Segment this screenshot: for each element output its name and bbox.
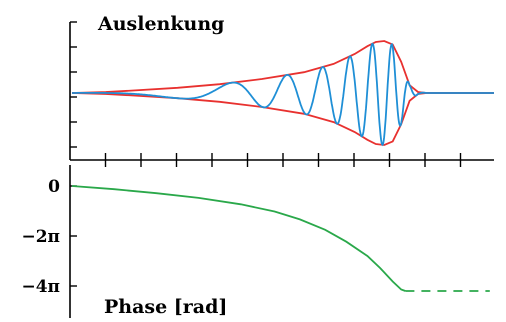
phase-title: Phase [rad] [104,296,227,318]
phase-series [71,185,490,292]
phase-y-tick-label: −4π [21,277,60,297]
phase-y-tick-label: −2π [21,227,60,247]
phase-panel: 0 −2π −4π Phase [rad] [21,165,490,318]
amplitude-series [71,40,494,147]
phase-y-ticks: 0 −2π −4π [21,177,77,297]
envelope-lower-line [71,92,494,146]
phase-y-tick-label: 0 [48,177,60,197]
amplitude-y-ticks [70,21,77,148]
amplitude-title: Auslenkung [97,13,224,35]
time-x-ticks [104,153,462,167]
envelope-upper-line [71,40,494,94]
signal-line [72,42,494,147]
phase-line [71,185,406,292]
amplitude-panel: Auslenkung [69,13,494,167]
